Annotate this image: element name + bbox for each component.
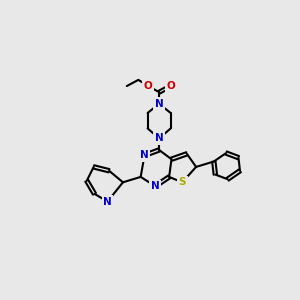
Text: N: N [151,181,160,191]
Text: N: N [140,150,149,160]
Text: N: N [103,196,112,206]
Text: O: O [144,81,153,91]
Text: N: N [155,134,164,143]
Text: O: O [166,81,175,91]
Text: N: N [155,99,164,109]
Text: S: S [178,177,186,187]
